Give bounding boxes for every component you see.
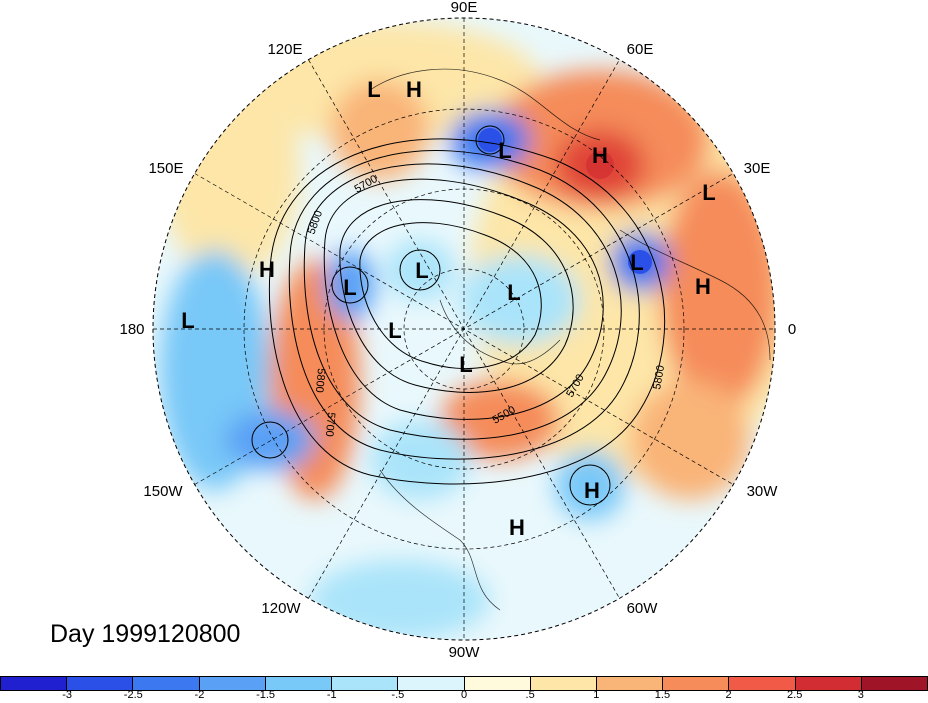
lon-label-90e: 90E <box>451 0 478 16</box>
colorbar-swatch <box>795 677 862 690</box>
colorbar-tick-label: 0 <box>460 689 468 701</box>
lon-label-150e: 150E <box>148 160 183 177</box>
coastlines <box>369 68 771 611</box>
high-center-marker: H <box>695 274 711 299</box>
high-center-marker: H <box>406 77 422 102</box>
lon-label-120e: 120E <box>267 41 302 58</box>
colorbar-tick-label: 2 <box>725 689 732 701</box>
colorbar-tick-label: -.5 <box>391 689 405 701</box>
colorbar-swatch <box>332 677 399 690</box>
lon-label-60w: 60W <box>627 600 659 617</box>
low-center-marker: L <box>367 77 380 102</box>
colorbar-swatch <box>530 677 597 690</box>
colorbar-swatch <box>596 677 664 690</box>
lon-label-0: 0 <box>788 321 796 338</box>
lon-label-180: 180 <box>119 321 144 338</box>
colorbar-tick-label: -2 <box>194 689 205 701</box>
colorbar-swatch <box>133 677 200 690</box>
low-center-marker: L <box>343 275 356 300</box>
colorbar-tick-label: -1 <box>326 689 337 701</box>
colorbar-swatch <box>265 677 333 690</box>
low-center-marker: L <box>630 250 643 275</box>
low-center-marker: H <box>584 478 600 503</box>
lon-label-30w: 30W <box>747 483 779 500</box>
lon-label-60e: 60E <box>627 41 654 58</box>
colorbar-tick-label: -1.5 <box>256 689 276 701</box>
contour-label: 5800 <box>313 368 327 393</box>
colorbar-tick-label: 1.5 <box>654 689 671 701</box>
low-center-marker: L <box>181 308 194 333</box>
colorbar-swatch <box>199 677 266 690</box>
colorbar-tick-label: 3 <box>857 689 864 701</box>
colorbar-labels: -3 -2.5 -2 -1.5 -1 -.5 0 .5 1 1.5 2 2.5 3 <box>0 689 928 703</box>
colorbar-tick-label: -3 <box>62 689 73 701</box>
pressure-centers: L H L H L L H H L L L L L L H <box>181 77 715 503</box>
colorbar-swatch <box>1 677 68 690</box>
high-center-marker: H <box>509 515 525 540</box>
colorbar <box>0 676 928 691</box>
lon-label-90w: 90W <box>449 644 481 661</box>
height-contours <box>251 125 666 506</box>
low-center-marker: L <box>702 180 715 205</box>
colorbar-tick-label: .5 <box>525 689 535 701</box>
colorbar-swatch <box>464 677 531 690</box>
colorbar-tick-label: -2.5 <box>123 689 143 701</box>
graticule <box>153 18 775 640</box>
lon-label-30e: 30E <box>744 160 771 177</box>
lon-label-120w: 120W <box>261 600 301 617</box>
map-date-title: Day 1999120800 <box>50 620 241 648</box>
low-center-marker: L <box>459 352 472 377</box>
colorbar-swatch <box>67 677 134 690</box>
map-boundary <box>152 17 776 641</box>
low-center-marker: L <box>507 280 520 305</box>
colorbar-swatch <box>663 677 730 690</box>
colorbar-swatch <box>729 677 796 690</box>
anomaly-field <box>153 18 775 640</box>
longitude-labels: 90E 60E 30E 0 30W 60W 90W 120W 150W 180 … <box>119 0 796 661</box>
colorbar-tick-label: 2.5 <box>787 689 803 701</box>
colorbar-swatch <box>398 677 465 690</box>
high-center-marker: H <box>259 257 275 282</box>
colorbar-swatch <box>861 677 928 690</box>
colorbar-tick-label: 1 <box>593 689 600 701</box>
lon-label-150w: 150W <box>143 483 183 500</box>
low-center-marker: L <box>498 138 511 163</box>
contour-label: 5800 <box>651 364 667 390</box>
low-center-marker: L <box>388 318 401 343</box>
high-center-marker: H <box>592 143 608 168</box>
contour-label: 5700 <box>323 412 337 437</box>
low-center-marker: L <box>415 258 428 283</box>
